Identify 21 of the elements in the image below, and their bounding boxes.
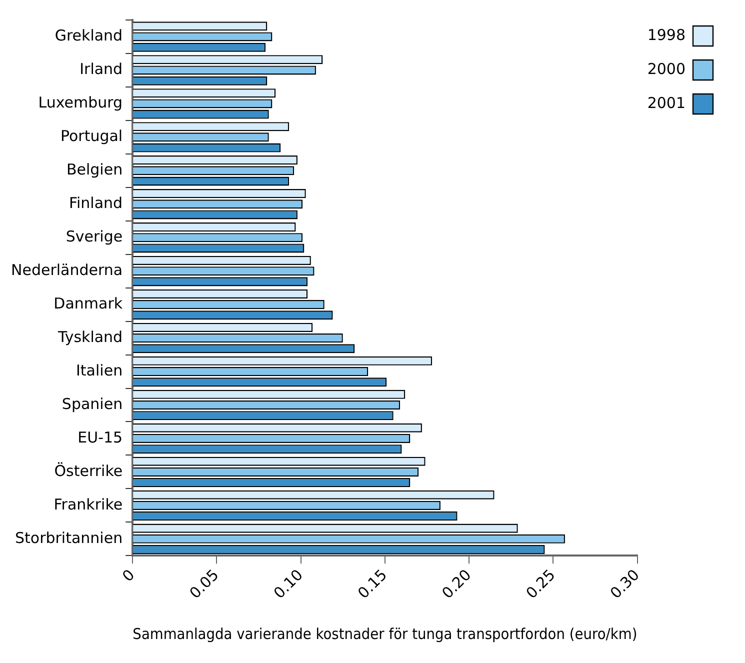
y-tick-label: Tyskland	[56, 328, 123, 346]
legend-label: 1998	[647, 26, 686, 44]
legend-label: 2001	[647, 94, 686, 112]
y-tick-label: Belgien	[66, 160, 123, 179]
y-tick-label: Nederländerna	[10, 260, 123, 279]
y-tick-label: Luxemburg	[38, 94, 123, 112]
x-axis-title: Sammanlagda varierande kostnader för tunga transportfordon (euro/km)	[132, 626, 638, 644]
y-tick-label: Österrike	[54, 462, 123, 480]
x-tick-label: 0	[118, 566, 138, 586]
y-tick-label: Frankrike	[54, 495, 123, 514]
y-tick-label: Storbritannien	[14, 528, 123, 547]
y-tick-label: Portugal	[60, 127, 123, 146]
y-tick-label: EU-15	[78, 428, 123, 446]
y-tick-label: Irland	[80, 60, 123, 78]
y-tick-label: Italien	[76, 361, 123, 380]
legend-label: 2000	[647, 60, 686, 78]
y-tick-label: Grekland	[54, 26, 123, 45]
y-tick-label: Finland	[68, 194, 123, 212]
y-tick-label: Sverige	[66, 228, 123, 246]
y-tick-label: Spanien	[62, 394, 123, 413]
y-tick-label: Danmark	[54, 294, 123, 312]
